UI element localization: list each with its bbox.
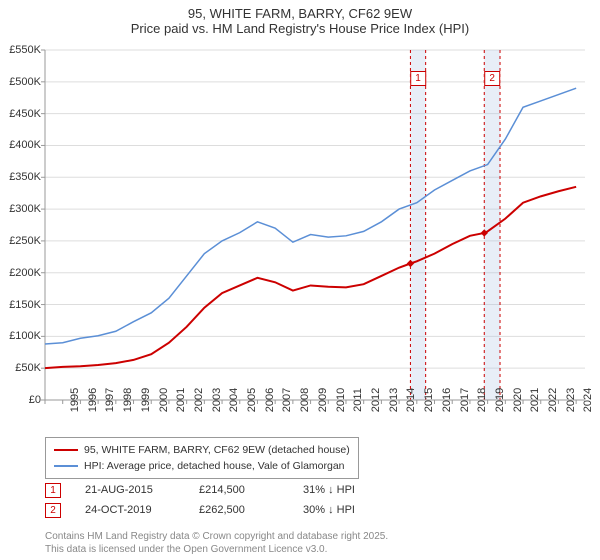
axes [41, 50, 585, 404]
marker-row-1: 1 21-AUG-2015 £214,500 31% ↓ HPI [45, 480, 355, 500]
chart-title: 95, WHITE FARM, BARRY, CF62 9EW Price pa… [0, 0, 600, 36]
legend-swatch-property [54, 449, 78, 451]
legend-label-hpi: HPI: Average price, detached house, Vale… [84, 458, 345, 474]
band-label: 2 [484, 71, 500, 86]
footnote-line1: Contains HM Land Registry data © Crown c… [45, 530, 388, 543]
footnote-line2: This data is licensed under the Open Gov… [45, 543, 388, 556]
marker-num-2: 2 [45, 503, 61, 518]
legend-row-property: 95, WHITE FARM, BARRY, CF62 9EW (detache… [54, 442, 350, 458]
marker-delta-1: 31% ↓ HPI [303, 484, 355, 496]
gridlines [45, 50, 585, 400]
marker-price-1: £214,500 [199, 484, 279, 496]
y-tick-label: £100K [9, 330, 45, 342]
legend-label-property: 95, WHITE FARM, BARRY, CF62 9EW (detache… [84, 442, 350, 458]
marker-num-1: 1 [45, 483, 61, 498]
marker-delta-2: 30% ↓ HPI [303, 504, 355, 516]
marker-row-2: 2 24-OCT-2019 £262,500 30% ↓ HPI [45, 500, 355, 520]
band-label: 1 [410, 71, 426, 86]
y-tick-label: £150K [9, 299, 45, 311]
legend-swatch-hpi [54, 465, 78, 467]
y-tick-label: £450K [9, 108, 45, 120]
shaded-bands [410, 50, 500, 400]
y-tick-label: £350K [9, 171, 45, 183]
marker-date-2: 24-OCT-2019 [85, 504, 175, 516]
y-tick-label: £50K [15, 362, 45, 374]
marker-date-1: 21-AUG-2015 [85, 484, 175, 496]
y-tick-label: £300K [9, 203, 45, 215]
y-tick-label: £500K [9, 76, 45, 88]
marker-table: 1 21-AUG-2015 £214,500 31% ↓ HPI 2 24-OC… [45, 480, 355, 520]
legend-row-hpi: HPI: Average price, detached house, Vale… [54, 458, 350, 474]
y-tick-label: £400K [9, 139, 45, 151]
chart-area: £0£50K£100K£150K£200K£250K£300K£350K£400… [45, 50, 585, 400]
footnote: Contains HM Land Registry data © Crown c… [45, 530, 388, 556]
marker-price-2: £262,500 [199, 504, 279, 516]
plot-svg [45, 50, 585, 400]
title-line1: 95, WHITE FARM, BARRY, CF62 9EW [0, 6, 600, 21]
y-tick-label: £550K [9, 44, 45, 56]
y-tick-label: £200K [9, 267, 45, 279]
title-line2: Price paid vs. HM Land Registry's House … [0, 21, 600, 36]
x-tick-label: 2025 [576, 388, 600, 412]
y-tick-label: £0 [29, 394, 45, 406]
legend: 95, WHITE FARM, BARRY, CF62 9EW (detache… [45, 437, 359, 479]
y-tick-label: £250K [9, 235, 45, 247]
